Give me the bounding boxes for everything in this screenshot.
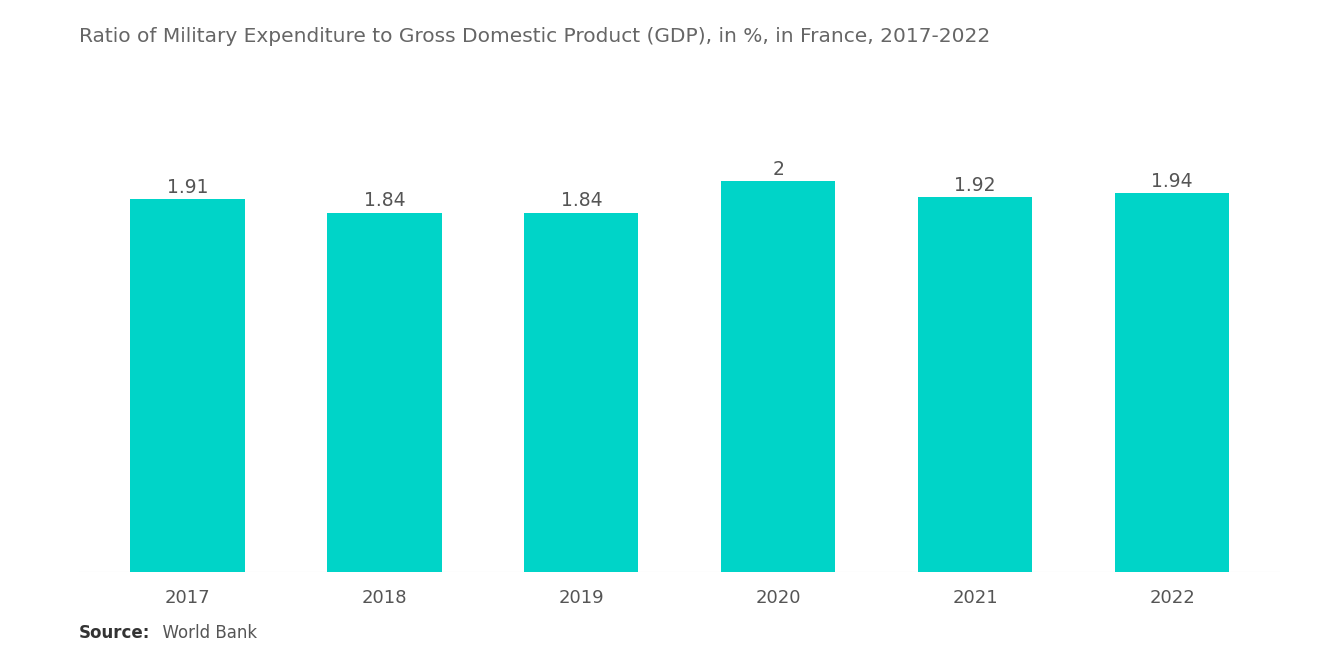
Text: 1.94: 1.94 bbox=[1151, 172, 1193, 191]
Text: World Bank: World Bank bbox=[152, 624, 257, 642]
Bar bbox=[524, 213, 639, 572]
Bar bbox=[1115, 193, 1229, 572]
Bar bbox=[327, 213, 441, 572]
Bar bbox=[721, 182, 836, 572]
Text: 1.84: 1.84 bbox=[363, 192, 405, 210]
Text: Source:: Source: bbox=[79, 624, 150, 642]
Text: Ratio of Military Expenditure to Gross Domestic Product (GDP), in %, in France, : Ratio of Military Expenditure to Gross D… bbox=[79, 27, 990, 46]
Text: 2: 2 bbox=[772, 160, 784, 179]
Text: 1.91: 1.91 bbox=[166, 178, 209, 197]
Text: 1.92: 1.92 bbox=[954, 176, 995, 195]
Text: 1.84: 1.84 bbox=[561, 192, 602, 210]
Bar bbox=[131, 199, 244, 572]
Bar bbox=[919, 197, 1032, 572]
